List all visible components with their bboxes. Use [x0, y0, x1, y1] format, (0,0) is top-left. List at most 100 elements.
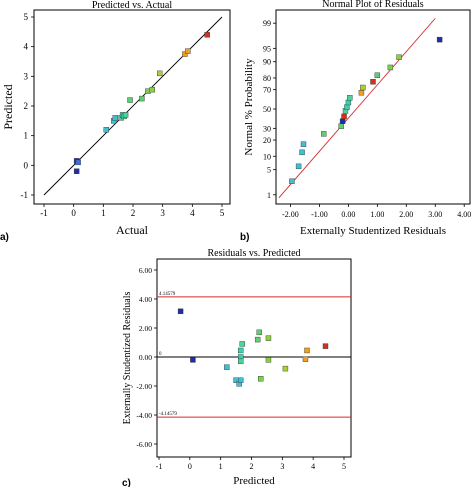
- panel-c-point-18: [322, 343, 329, 349]
- panel-a-title: Predicted vs. Actual: [92, 0, 172, 11]
- panel-b-x-tick-label-2: 0.00: [341, 210, 355, 219]
- panel-b-x-tick-label-3: 1.00: [370, 210, 384, 219]
- panel-c-y-ticks: 6.00 4.00 2.00 0.00 -2.00 -4.00 -6.00: [136, 266, 157, 449]
- panel-a-point-18: [204, 32, 210, 38]
- panel-a-predicted-vs-actual: Predicted vs. Actual Actual Predicted a)…: [0, 0, 231, 243]
- panel-c-y-tick-label-4: -2.00: [136, 382, 152, 391]
- panel-b-y-tick-label-8: 90: [263, 58, 271, 67]
- panel-c-ylabel: Externally Studentized Residuals: [122, 292, 133, 425]
- panel-b-y-tick-label-2: 10: [263, 152, 271, 161]
- panel-b-y-tick-label-9: 95: [263, 44, 271, 53]
- panel-b-x-tick-label-5: 3.00: [428, 210, 442, 219]
- panel-a-y-tick-label-6: 5: [24, 12, 29, 22]
- panel-a-point-2: [75, 159, 81, 166]
- panel-c-x-ticks: -1 0 1 2 3 4 5: [156, 457, 346, 471]
- panel-a-point-10: [122, 112, 129, 118]
- panel-c-y-tick-label-2: 2.00: [139, 324, 152, 333]
- panel-b-point-0: [289, 178, 295, 184]
- panel-b-point-14: [370, 79, 376, 85]
- panel-a-point-6: [112, 115, 118, 121]
- panel-a-point-13: [145, 88, 151, 94]
- panel-c-y-tick-label-3: 0.00: [139, 353, 152, 362]
- panel-c-y-tick-label-0: 6.00: [139, 266, 152, 275]
- panel-c-residuals-vs-predicted: Residuals vs. Predicted Predicted Extern…: [122, 248, 352, 487]
- panel-c-point-17: [304, 347, 310, 354]
- panel-b-y-tick-label-7: 80: [263, 74, 271, 83]
- panel-b-y-tick-label-5: 50: [263, 105, 271, 114]
- panel-b-fit-line: [278, 18, 436, 199]
- panel-b-ylabel: Normal % Probability: [243, 58, 255, 156]
- panel-a-x-ticks: -1 0 1 2 3 4 5: [40, 204, 225, 218]
- panel-a-point-4: [103, 127, 110, 133]
- panel-b-normal-plot: Normal Plot of Residuals Externally Stud…: [240, 0, 471, 243]
- panel-c-point-12: [258, 376, 264, 382]
- panel-b-y-tick-label-0: 1: [267, 191, 271, 200]
- panel-b-point-11: [347, 95, 353, 101]
- panel-a-point-15: [156, 70, 163, 77]
- panel-c-point-14: [265, 357, 272, 363]
- panel-c-point-7: [238, 347, 244, 354]
- panel-a-y-tick-label-3: 2: [24, 101, 29, 111]
- panel-c-x-tick-label-3: 2: [250, 462, 254, 471]
- panel-b-point-2: [299, 149, 305, 156]
- panel-a-y-tick-label-1: 0: [24, 160, 29, 170]
- panel-b-y-tick-label-10: 99: [263, 19, 271, 28]
- panel-a-point-11: [127, 97, 133, 103]
- panel-a-x-tick-label-3: 2: [131, 208, 136, 218]
- panel-b-point-16: [387, 64, 394, 71]
- panel-a-fit-line: [43, 16, 223, 196]
- panel-c-point-1: [190, 357, 196, 363]
- panel-b-title: Normal Plot of Residuals: [322, 0, 423, 10]
- panel-a-xlabel: Actual: [116, 223, 149, 237]
- panel-b-point-13: [360, 84, 366, 91]
- panel-b-reference-line: [278, 18, 436, 199]
- panel-a-x-tick-label-6: 5: [220, 208, 225, 218]
- panel-a-point-12: [139, 95, 145, 102]
- panel-b-x-tick-label-6: 4.00: [457, 210, 471, 219]
- panel-b-point-4: [321, 131, 327, 137]
- panel-b-point-5: [338, 123, 344, 129]
- panel-c-x-tick-label-6: 5: [342, 462, 346, 471]
- panel-c-point-9: [238, 358, 244, 365]
- panel-b-label: b): [240, 232, 249, 243]
- panel-b-point-10: [345, 99, 352, 106]
- panel-b-point-18: [436, 36, 443, 43]
- panel-c-point-10: [254, 336, 261, 343]
- panel-b-point-17: [396, 54, 402, 60]
- panel-b-point-12: [358, 90, 365, 96]
- panel-b-x-tick-label-1: -1.00: [311, 210, 328, 219]
- panel-b-y-tick-label-6: 70: [263, 86, 271, 95]
- panel-c-xlabel: Predicted: [233, 475, 275, 487]
- panel-b-point-6: [339, 118, 346, 124]
- panel-a-x-tick-label-4: 3: [160, 208, 165, 218]
- panel-c-limit-label-1: 0: [159, 352, 162, 357]
- panel-b-point-15: [374, 72, 381, 78]
- panel-a-ylabel: Predicted: [1, 84, 15, 129]
- panel-c-title: Residuals vs. Predicted: [207, 248, 300, 259]
- panel-b-point-1: [295, 163, 302, 170]
- panel-a-y-tick-label-2: 1: [24, 131, 29, 141]
- panel-b-y-tick-label-1: 5: [267, 166, 271, 175]
- panel-b-x-tick-label-4: 2.00: [399, 210, 413, 219]
- panel-b-points: [289, 36, 443, 184]
- panel-a-y-ticks: -1 0 1 2 3 4 5: [21, 12, 34, 200]
- panel-a-points: [73, 32, 210, 174]
- panel-b-point-9: [344, 104, 350, 110]
- panel-a-point-16: [182, 51, 188, 57]
- panel-a-x-tick-label-0: -1: [40, 208, 48, 218]
- panel-c-point-0: [177, 308, 184, 315]
- panel-a-point-3: [73, 168, 80, 174]
- panel-b-y-tick-label-3: 20: [263, 136, 271, 145]
- panel-c-x-tick-label-4: 3: [280, 462, 284, 471]
- panel-c-point-2: [224, 364, 230, 370]
- panel-c-point-8: [239, 341, 245, 347]
- panel-b-point-3: [300, 141, 307, 147]
- panel-b-y-tick-label-4: 30: [263, 124, 271, 133]
- panel-a-y-tick-label-5: 4: [24, 42, 29, 52]
- panel-c-y-tick-label-1: 4.00: [139, 295, 152, 304]
- panel-c-x-tick-label-1: 0: [188, 462, 192, 471]
- panel-c-points: [177, 308, 329, 387]
- panel-c-point-15: [282, 365, 289, 372]
- panel-a-point-14: [149, 86, 155, 93]
